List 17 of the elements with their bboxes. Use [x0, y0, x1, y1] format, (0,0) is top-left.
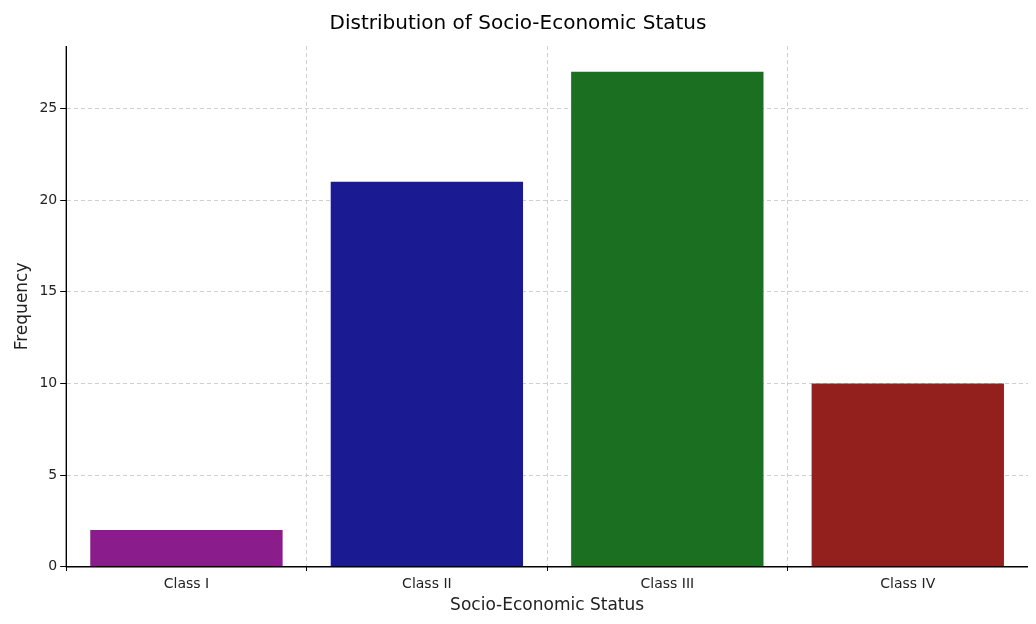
y-tick-label: 5	[48, 465, 58, 482]
bar	[811, 383, 1004, 567]
bar	[90, 530, 283, 567]
bar	[571, 71, 764, 567]
y-tick-label: 15	[39, 282, 58, 299]
y-tick-label: 20	[39, 190, 58, 207]
chart-title: Distribution of Socio-Economic Status	[329, 10, 707, 35]
y-tick-label: 0	[48, 557, 58, 574]
x-tick-label: Class III	[640, 574, 695, 591]
x-tick-label: Class IV	[880, 574, 936, 591]
x-tick-label: Class I	[163, 574, 210, 591]
x-tick-label: Class II	[402, 574, 452, 591]
y-tick-label: 10	[39, 374, 58, 391]
y-axis-title: Frequency	[10, 262, 31, 351]
y-tick-label: 25	[39, 98, 58, 115]
x-axis-title: Socio-Economic Status	[450, 594, 645, 615]
bar	[330, 181, 524, 567]
